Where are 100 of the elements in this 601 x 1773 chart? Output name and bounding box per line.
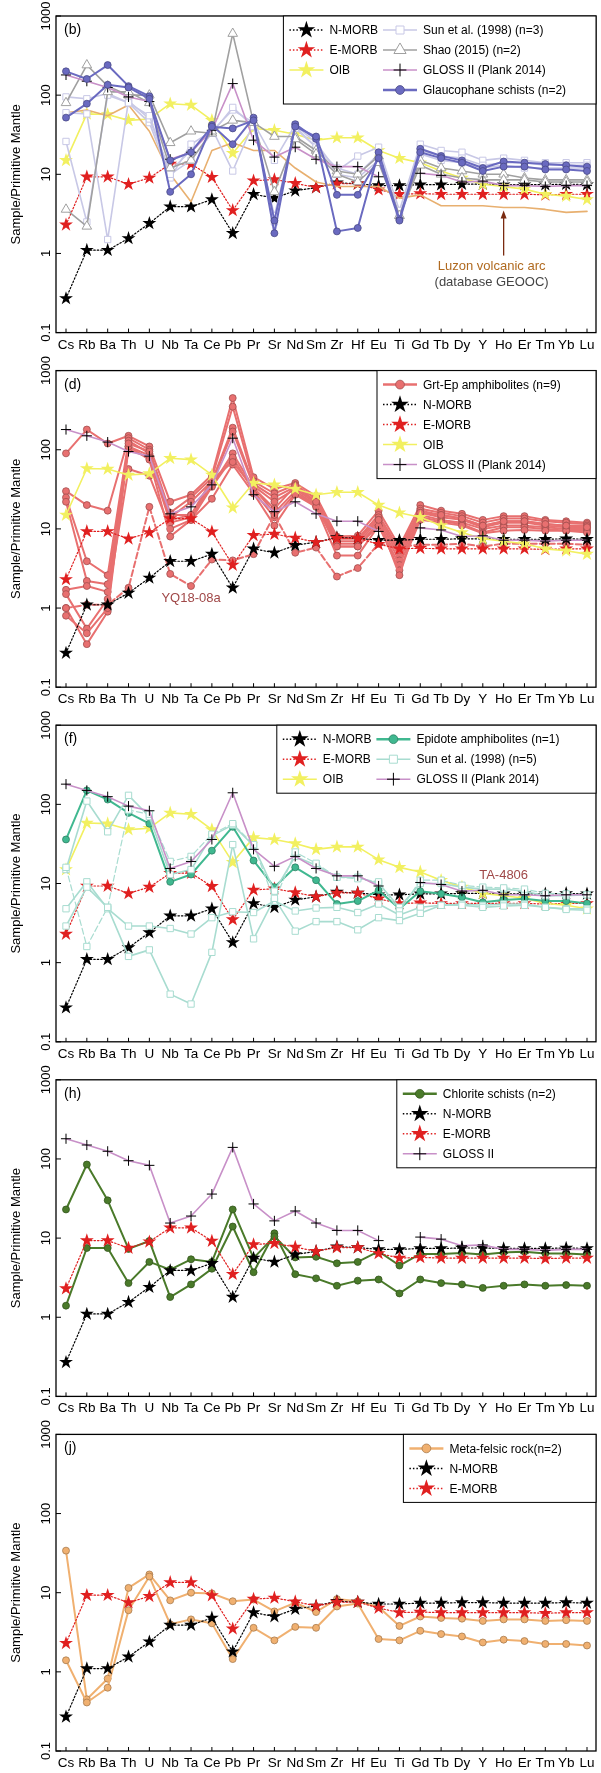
x-tick-label: Lu — [579, 1045, 595, 1061]
x-tick-label: Hf — [351, 1400, 365, 1416]
legend-label: E-MORB — [322, 752, 371, 767]
x-tick-label: Sm — [305, 1400, 327, 1416]
x-tick-label: Eu — [370, 336, 387, 352]
chart-title: (j) — [64, 1439, 77, 1456]
legend-label: E-MORB — [423, 417, 471, 432]
x-tick-label: Cs — [57, 1755, 75, 1770]
x-tick-label: Zr — [330, 336, 344, 352]
x-tick-label: Tb — [433, 691, 449, 707]
x-tick-label: Ta — [183, 336, 199, 352]
x-tick-label: Hf — [351, 336, 365, 352]
x-tick-label: Nd — [286, 1400, 304, 1416]
legend-label: Shao (2015) (n=2) — [423, 43, 521, 58]
x-tick-label: Ho — [495, 1400, 513, 1416]
legend-label: OIB — [423, 437, 444, 452]
x-tick-label: Hf — [351, 691, 365, 707]
x-tick-label: Pb — [224, 1400, 241, 1416]
x-tick-label: Tm — [535, 336, 556, 352]
x-tick-label: Lu — [579, 1400, 595, 1416]
y-tick-label: 1000 — [38, 356, 53, 386]
x-tick-label: Ho — [495, 336, 513, 352]
x-tick-label: Pr — [246, 1045, 261, 1061]
x-tick-label: Yb — [557, 691, 575, 707]
legend-label: E-MORB — [449, 1481, 498, 1496]
x-tick-label: Ti — [394, 336, 405, 352]
x-tick-label: Rb — [78, 691, 96, 707]
y-tick-label: 1000 — [38, 1065, 53, 1095]
y-tick-label: 10 — [38, 167, 53, 182]
x-tick-label: Ti — [394, 1755, 405, 1770]
x-tick-label: Sm — [305, 691, 327, 707]
x-tick-label: Rb — [78, 336, 96, 352]
x-tick-label: Ba — [99, 691, 117, 707]
x-tick-label: Gd — [411, 336, 430, 352]
y-tick-label: 10 — [38, 1230, 53, 1246]
x-tick-label: Rb — [78, 1400, 96, 1416]
y-tick-label: 1 — [38, 604, 53, 612]
chart-title: (f) — [64, 730, 78, 747]
x-tick-label: Dy — [453, 1400, 471, 1416]
x-tick-label: U — [144, 691, 155, 707]
x-tick-label: Nd — [286, 1755, 304, 1770]
x-tick-label: Ho — [495, 691, 513, 707]
y-tick-label: 10 — [38, 1585, 53, 1600]
y-axis-title: Sample/Primitive Mantle — [8, 1168, 23, 1309]
y-axis-title: Sample/Primitive Mantle — [8, 1522, 23, 1663]
x-tick-label: Tb — [433, 1755, 449, 1770]
x-tick-label: Th — [120, 336, 137, 352]
x-tick-label: Yb — [557, 1755, 575, 1770]
legend-label: E-MORB — [329, 43, 378, 58]
legend-label: Meta-felsic rock(n=2) — [449, 1441, 562, 1456]
x-tick-label: U — [144, 336, 155, 352]
x-tick-label: Ta — [183, 1045, 199, 1061]
x-tick-label: Cs — [57, 1400, 75, 1416]
y-tick-label: 1 — [38, 1668, 53, 1676]
x-tick-label: Eu — [370, 1755, 387, 1770]
chart-title: (b) — [64, 21, 82, 37]
x-tick-label: Zr — [330, 1755, 344, 1770]
legend-label: Sun et al. (1998) (n=3) — [423, 23, 544, 38]
x-tick-label: Er — [517, 1400, 532, 1416]
chart-title: (d) — [64, 375, 82, 392]
x-tick-label: Er — [517, 1045, 532, 1061]
x-tick-label: Dy — [453, 1045, 471, 1061]
x-tick-label: Ta — [183, 1755, 199, 1770]
x-tick-label: U — [144, 1755, 155, 1770]
y-axis-title: Sample/Primitive Mantle — [8, 104, 23, 245]
x-tick-label: Y — [478, 336, 488, 352]
x-tick-label: Ba — [99, 1755, 117, 1770]
x-tick-label: Pb — [224, 336, 241, 352]
x-tick-label: Cs — [57, 1045, 75, 1061]
x-tick-label: Zr — [330, 691, 344, 707]
y-tick-label: 0.1 — [38, 678, 53, 697]
x-tick-label: Ce — [203, 1045, 221, 1061]
annotation: YQ18-08a — [161, 589, 222, 605]
x-tick-label: Er — [517, 691, 532, 707]
legend-label: Epidote amphibolites (n=1) — [416, 732, 560, 747]
x-tick-label: Tb — [433, 1400, 449, 1416]
x-tick-label: Y — [478, 1755, 488, 1770]
x-tick-label: Ce — [203, 691, 221, 707]
legend-label: N-MORB — [423, 397, 472, 412]
x-tick-label: Sm — [305, 1045, 327, 1061]
x-tick-label: Yb — [557, 1400, 575, 1416]
x-tick-label: Nb — [161, 336, 179, 352]
x-tick-label: Rb — [78, 1755, 96, 1770]
y-tick-label: 100 — [38, 84, 53, 106]
x-tick-label: Gd — [411, 1755, 430, 1770]
x-tick-label: Ce — [203, 1400, 221, 1416]
x-tick-label: Hf — [351, 1045, 365, 1061]
x-tick-label: Zr — [330, 1400, 344, 1416]
x-tick-label: Y — [478, 691, 488, 707]
y-tick-label: 1000 — [38, 710, 53, 740]
legend-label: Grt-Ep amphibolites (n=9) — [423, 377, 561, 392]
x-tick-label: Ce — [203, 1755, 221, 1770]
x-tick-label: Ba — [99, 1045, 117, 1061]
x-tick-label: Ba — [99, 336, 117, 352]
y-axis-title: Sample/Primitive Mantle — [8, 813, 23, 954]
legend-label: N-MORB — [449, 1461, 499, 1476]
x-tick-label: Tm — [535, 691, 556, 707]
y-tick-label: 0.1 — [38, 1741, 53, 1761]
x-tick-label: Sr — [267, 1755, 282, 1770]
x-tick-label: Pr — [246, 336, 261, 352]
